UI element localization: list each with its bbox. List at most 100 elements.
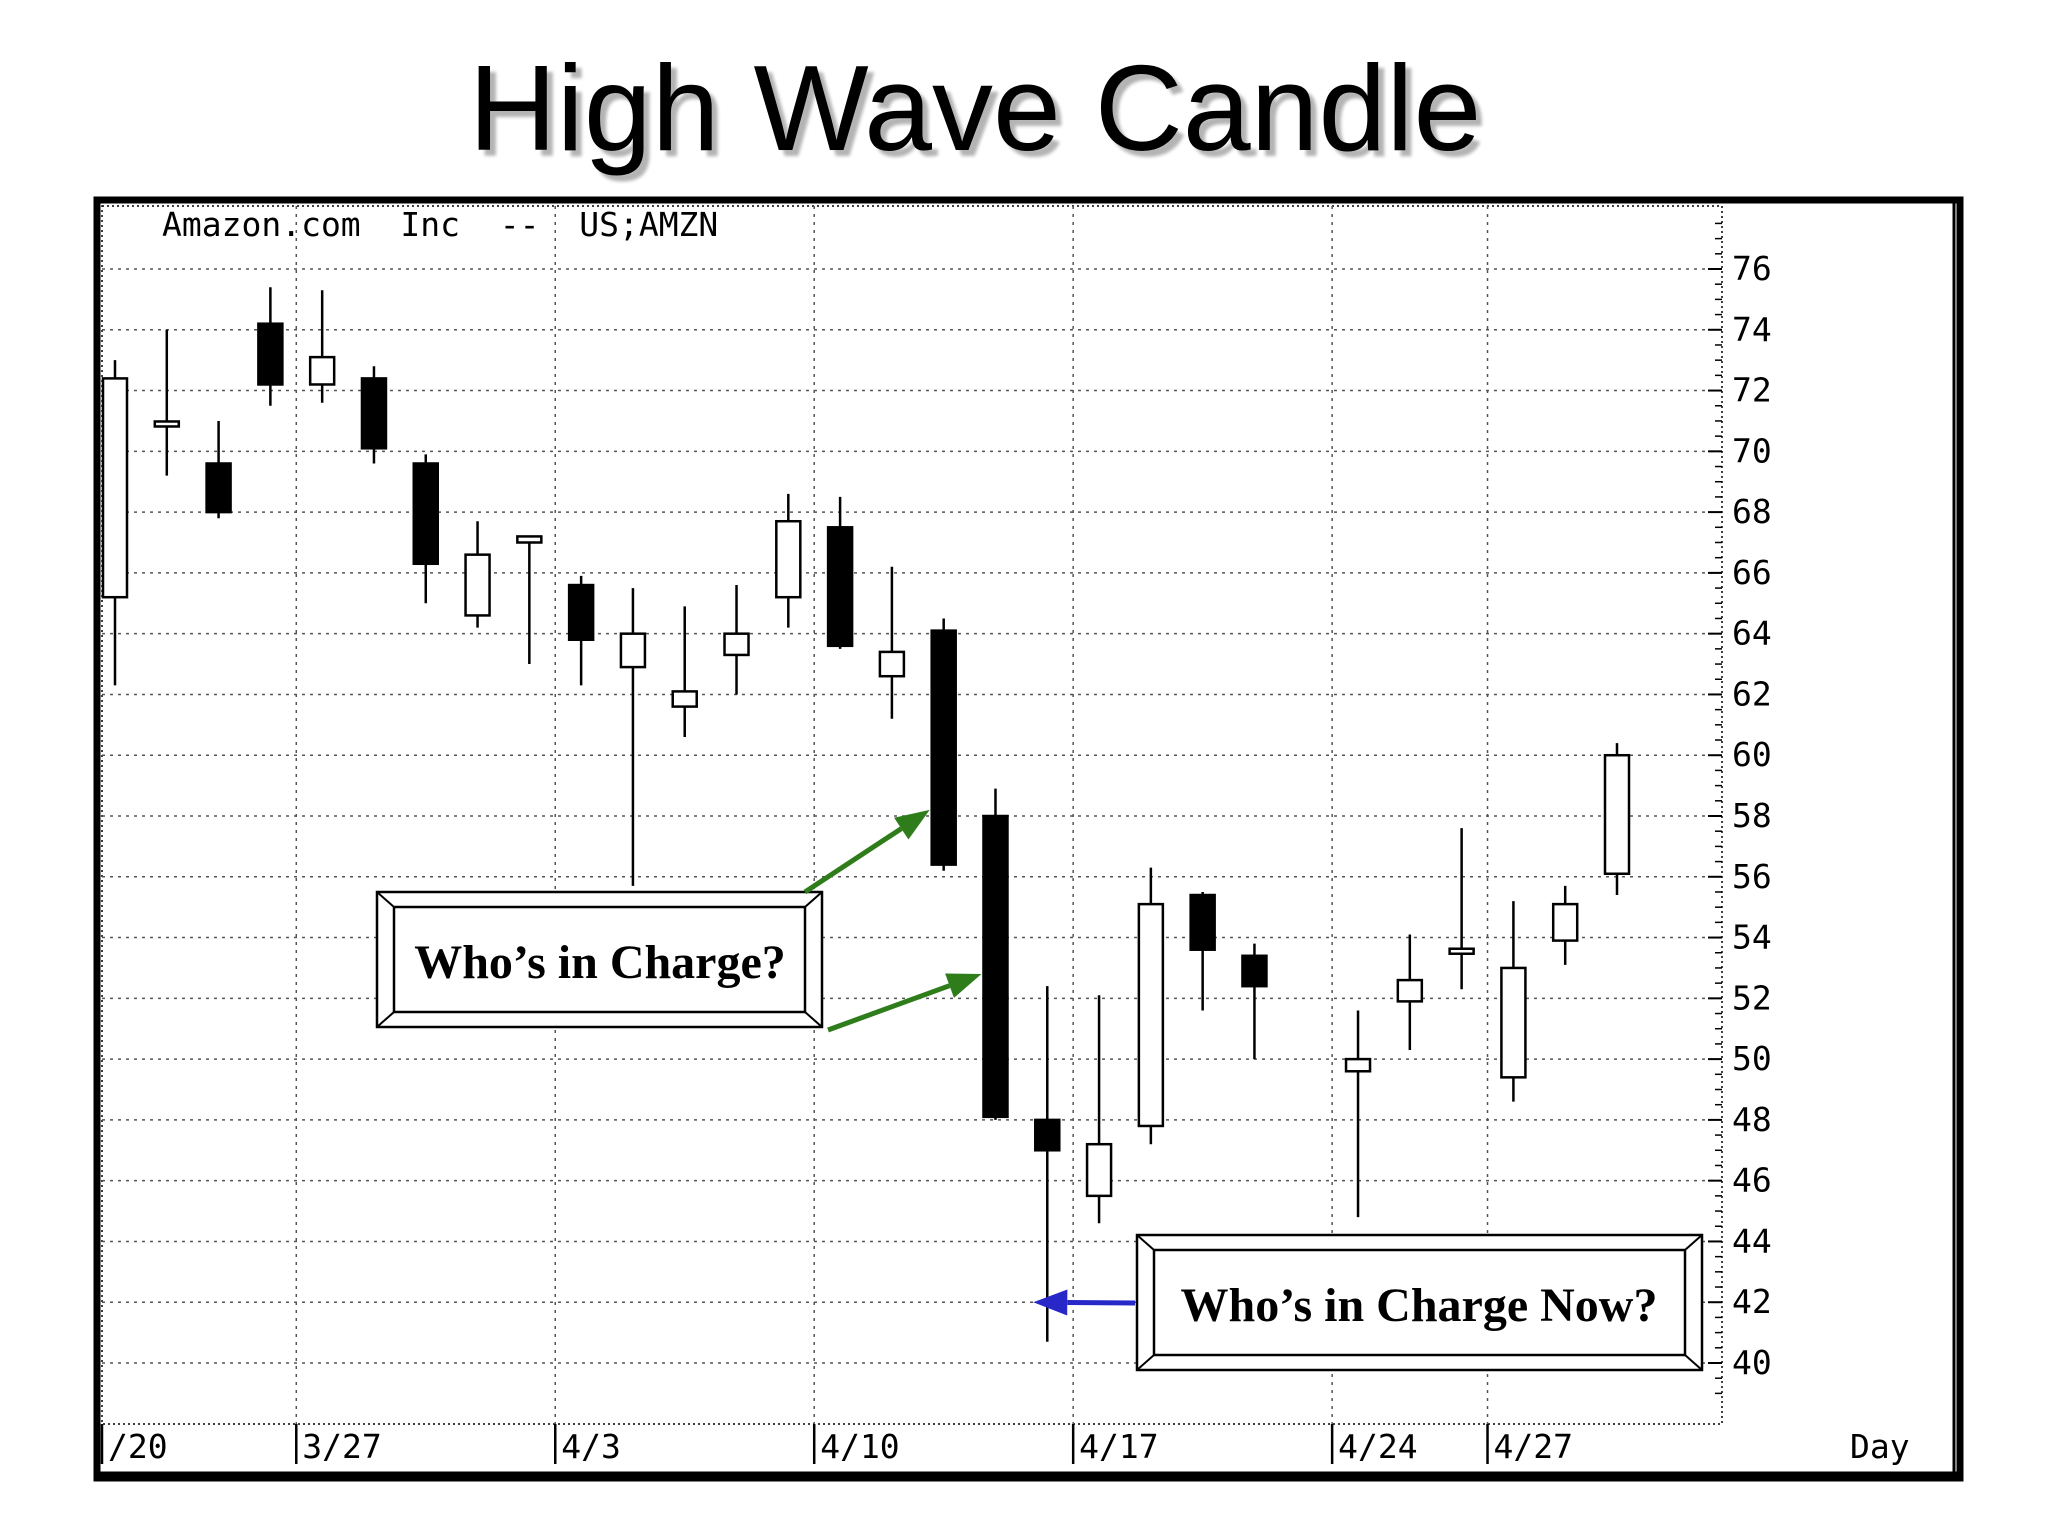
- candle-body: [775, 519, 802, 599]
- y-tick-label: 40: [1732, 1343, 1772, 1382]
- candle: [567, 575, 595, 686]
- y-tick-label: 66: [1732, 553, 1772, 592]
- x-tick-label: 4/3: [561, 1427, 621, 1466]
- candle: [1551, 885, 1579, 965]
- callout-bevel: [804, 1011, 823, 1028]
- callout-bevel: [376, 1011, 395, 1028]
- callout-text: Who’s in Charge?: [414, 936, 786, 989]
- candle: [1344, 1010, 1372, 1218]
- candle-body: [1241, 954, 1268, 988]
- callout-bevel: [1684, 1234, 1703, 1251]
- candle: [464, 521, 491, 628]
- callout-arrow-shaft: [803, 826, 903, 895]
- x-tick-label: 4/27: [1494, 1427, 1573, 1466]
- x-tick-label: /20: [108, 1427, 168, 1466]
- callout-inner-box: [392, 905, 807, 1014]
- candle-body: [619, 632, 647, 669]
- candle-body: [1603, 753, 1631, 875]
- y-tick-label: 76: [1732, 249, 1772, 288]
- candle-body: [878, 650, 906, 678]
- candle-body: [153, 420, 181, 428]
- axes: 76 74 72 70 68 66 64 62 60 58 56 54 52 50 48 46 44 42 40/2…: [100, 205, 1910, 1466]
- plot-area: [101, 205, 1723, 1425]
- symbol-label: Amazon.com Inc -- US;AMZN: [162, 205, 718, 244]
- candle: [1448, 828, 1475, 990]
- candle-body: [1189, 893, 1216, 951]
- candle-body: [982, 814, 1009, 1119]
- y-tick-label: 52: [1732, 978, 1772, 1017]
- callout-bevel: [1136, 1234, 1155, 1251]
- callout-text: Who’s in Charge Now?: [1181, 1279, 1658, 1332]
- candle-body: [1137, 902, 1165, 1128]
- y-tick-label: 44: [1732, 1221, 1772, 1260]
- slide-title: High Wave Candle: [468, 40, 1482, 176]
- x-tick-label: 4/17: [1079, 1427, 1158, 1466]
- callout-outer-box: [1135, 1233, 1704, 1372]
- y-tick-label: 60: [1732, 735, 1772, 774]
- candle-body: [567, 583, 595, 641]
- candle: [1500, 901, 1527, 1102]
- y-tick-label: 62: [1732, 674, 1772, 713]
- candle: [153, 329, 181, 476]
- callout-bevel: [1684, 1354, 1703, 1371]
- callout-arrow-head: [945, 973, 982, 998]
- candle: [1137, 867, 1165, 1145]
- y-tick-label: 54: [1732, 918, 1772, 957]
- callout-outer-box: [375, 890, 824, 1029]
- x-axis-label: Day: [1850, 1427, 1910, 1466]
- callout-bevel: [1136, 1354, 1155, 1371]
- y-tick-label: 48: [1732, 1100, 1772, 1139]
- y-tick-label: 42: [1732, 1282, 1772, 1321]
- candle: [878, 566, 906, 719]
- candles: [101, 287, 1631, 1342]
- y-tick-label: 50: [1732, 1039, 1772, 1078]
- x-tick-label: 4/24: [1338, 1427, 1417, 1466]
- candle: [775, 493, 802, 628]
- candle: [826, 496, 854, 649]
- y-tick-label: 70: [1732, 431, 1772, 470]
- candle-body: [464, 553, 491, 617]
- candle: [1603, 743, 1631, 896]
- candle: [412, 454, 440, 604]
- candle: [982, 788, 1009, 1120]
- candle-body: [1448, 947, 1475, 955]
- y-tick-label: 64: [1732, 614, 1772, 653]
- y-tick-label: 58: [1732, 796, 1772, 835]
- candle: [1085, 995, 1113, 1224]
- candle-body: [1396, 978, 1424, 1003]
- candle-body: [826, 526, 854, 648]
- y-tick-label: 56: [1732, 857, 1772, 896]
- candle-body: [930, 629, 957, 866]
- candle-body: [1551, 902, 1579, 942]
- y-tick-label: 68: [1732, 492, 1772, 531]
- candle-body: [723, 632, 750, 657]
- candle: [360, 366, 388, 464]
- candle-body: [205, 462, 232, 514]
- x-tick-label: 3/27: [302, 1427, 381, 1466]
- callout-arrow-shaft: [1067, 1299, 1136, 1306]
- candle: [671, 606, 698, 737]
- x-tick-label: 4/10: [820, 1427, 899, 1466]
- callout-bevel: [804, 891, 823, 908]
- candle-body: [101, 377, 129, 599]
- candle: [619, 588, 647, 886]
- annotations: Who’s in Charge? Who’s in Charge Now?: [375, 809, 1704, 1372]
- candle-body: [1034, 1118, 1061, 1152]
- candle-body: [516, 535, 543, 544]
- candle-body: [412, 462, 440, 566]
- candle-body: [257, 322, 284, 386]
- candle-body: [1500, 966, 1527, 1079]
- candle: [1034, 986, 1061, 1342]
- callout-arrow-head: [894, 809, 930, 840]
- y-tick-label: 72: [1732, 371, 1772, 410]
- candle-body: [360, 377, 388, 450]
- y-tick-label: 74: [1732, 310, 1772, 349]
- callout-arrow-head: [1033, 1289, 1068, 1316]
- callout-bevel: [376, 891, 395, 908]
- annotation-callout: Who’s in Charge Now?: [1033, 1233, 1704, 1372]
- candle: [516, 535, 543, 665]
- candle: [930, 618, 957, 871]
- candle: [723, 585, 750, 695]
- candle: [1189, 891, 1216, 1011]
